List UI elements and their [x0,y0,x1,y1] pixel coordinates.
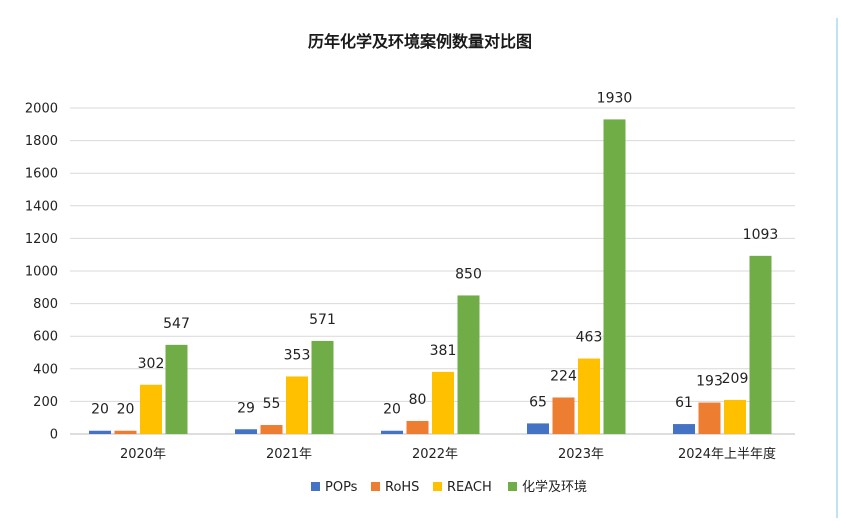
legend-swatch [433,482,442,491]
bar [235,429,257,434]
data-label: 571 [309,312,336,328]
legend-swatch [311,482,320,491]
x-category-label: 2023年 [558,447,604,462]
grid [70,107,795,435]
data-label: 302 [138,356,165,372]
bar [406,420,429,434]
data-label: 850 [455,266,482,282]
bar [432,371,454,434]
y-tick-label: 1400 [25,199,58,214]
bar [457,295,480,434]
legend-label: POPs [325,480,358,495]
y-tick-label: 1800 [25,134,58,149]
bar [114,430,137,434]
bar [527,423,549,434]
x-category-label: 2020年 [120,447,166,462]
legend-swatch [508,482,517,491]
data-label: 381 [430,343,457,359]
bar [724,399,746,434]
y-tick-label: 1200 [25,232,58,247]
data-label: 61 [675,395,693,411]
data-label: 1093 [743,227,779,243]
data-label: 20 [91,402,109,418]
data-label: 65 [529,394,547,410]
x-axis-categories: 2020年 2021年 2022年 2023年 2024年上半年度 [120,446,776,462]
legend-label: REACH [447,480,492,495]
data-label: 55 [263,396,281,412]
data-label: 193 [696,374,723,390]
panel-border [836,18,838,518]
data-label: 209 [722,371,749,387]
data-label: 224 [550,368,577,384]
data-label: 29 [237,400,255,416]
y-tick-label: 1000 [25,265,58,280]
bar [578,358,600,434]
x-category-label: 2021年 [266,447,312,462]
x-category-label: 2024年上半年度 [678,446,776,462]
bar [140,384,162,434]
bar [673,424,695,434]
y-tick-label: 400 [33,362,58,377]
data-label: 1930 [597,90,633,106]
bar [552,397,575,434]
y-axis-ticks: 0 200 400 600 800 1000 1200 1400 1600 1800 2000 [25,102,58,443]
bars [89,119,772,434]
data-label: 80 [409,392,427,408]
y-tick-label: 800 [33,297,58,312]
bar [603,119,626,434]
legend-label: RoHS [385,480,419,495]
data-label: 20 [383,402,401,418]
bar [260,425,283,434]
bar [286,376,308,434]
bar [311,340,334,434]
data-label: 463 [576,330,603,346]
data-label: 20 [117,402,135,418]
legend: POPs RoHS REACH 化学及环境 [311,479,587,495]
bar [89,430,111,434]
data-label: 353 [284,347,311,363]
bar [698,402,721,434]
data-label: 547 [163,316,190,332]
y-tick-label: 200 [33,395,58,410]
y-tick-label: 0 [50,428,58,443]
legend-swatch [371,482,380,491]
y-tick-label: 1600 [25,167,58,182]
bar [381,430,403,434]
chart-title: 历年化学及环境案例数量对比图 [308,32,532,51]
legend-label: 化学及环境 [522,479,587,495]
bar [165,344,188,434]
y-tick-label: 2000 [25,102,58,117]
y-tick-label: 600 [33,330,58,345]
bar [749,255,772,434]
x-category-label: 2022年 [412,447,458,462]
